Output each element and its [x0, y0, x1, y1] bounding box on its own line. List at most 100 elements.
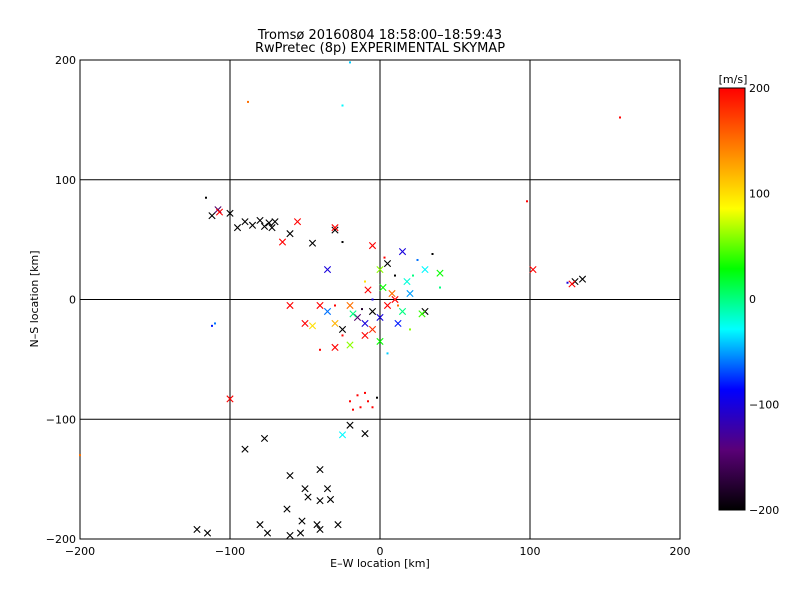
x-tick-label: −100 — [215, 545, 245, 558]
data-point-cross — [283, 505, 291, 513]
colorbar-label: [m/s] — [719, 73, 748, 86]
data-point-cross — [308, 239, 317, 247]
data-point-cross — [376, 265, 384, 274]
y-tick-labels: −200 −100 0 100 200 — [46, 54, 76, 546]
data-point-dot — [376, 396, 378, 399]
data-point-cross — [260, 434, 269, 442]
data-point-cross — [286, 531, 294, 539]
data-point-cross — [301, 319, 309, 328]
data-points — [79, 61, 621, 539]
data-point-dot — [364, 280, 366, 283]
data-point-cross — [398, 248, 407, 256]
data-point-cross — [368, 242, 377, 250]
data-point-cross — [421, 265, 429, 274]
data-point-dot — [79, 454, 81, 457]
data-point-cross — [568, 280, 576, 288]
y-tick-label: 200 — [55, 54, 76, 67]
data-point-dot — [383, 256, 386, 259]
colorbar-tick-label: 0 — [749, 293, 756, 306]
data-point-cross — [296, 529, 305, 537]
data-point-cross — [346, 341, 354, 349]
data-point-dot — [349, 61, 351, 64]
data-point-cross — [331, 319, 339, 328]
data-point-dot — [371, 298, 374, 301]
data-point-cross — [346, 421, 354, 429]
data-point-dot — [341, 104, 344, 107]
data-point-cross — [353, 313, 362, 322]
data-point-cross — [286, 301, 294, 310]
data-point-dot — [409, 328, 411, 331]
data-point-cross — [368, 325, 377, 334]
data-point-cross — [331, 226, 339, 234]
data-point-cross — [331, 224, 339, 232]
data-point-cross — [241, 218, 249, 226]
data-point-cross — [208, 212, 216, 220]
colorbar-tick-label: 200 — [749, 82, 770, 95]
data-point-cross — [391, 295, 399, 304]
data-point-cross — [256, 216, 264, 225]
data-point-cross — [383, 259, 392, 268]
data-point-cross — [215, 208, 224, 216]
colorbar-tick-labels: 200 100 0 −100 −200 — [749, 82, 779, 517]
data-point-cross — [248, 221, 257, 229]
data-point-cross — [271, 218, 279, 226]
data-point-cross — [268, 224, 276, 232]
data-point-cross — [326, 495, 335, 504]
data-point-cross — [308, 322, 317, 330]
data-point-cross — [578, 275, 587, 283]
x-axis-label: E–W location [km] — [330, 557, 430, 570]
data-point-cross — [334, 521, 342, 529]
data-point-cross — [233, 224, 242, 232]
data-point-cross — [388, 289, 396, 298]
data-point-dot — [394, 274, 396, 277]
data-point-cross — [313, 521, 321, 529]
data-point-cross — [316, 525, 324, 534]
x-tick-label: 200 — [670, 545, 691, 558]
data-point-dot — [364, 391, 366, 394]
data-point-cross — [193, 525, 201, 534]
data-point-cross — [278, 238, 287, 246]
y-tick-label: 0 — [69, 294, 76, 307]
data-point-cross — [418, 310, 426, 318]
data-point-cross — [304, 493, 312, 501]
data-point-cross — [376, 337, 384, 346]
data-point-cross — [349, 310, 357, 318]
data-point-dot — [359, 406, 362, 409]
data-point-cross — [379, 283, 387, 292]
data-point-dot — [214, 322, 216, 325]
y-tick-label: −100 — [46, 413, 76, 426]
data-point-cross — [361, 430, 369, 438]
data-point-dot — [247, 100, 249, 103]
data-point-dot — [211, 324, 213, 327]
data-point-dot — [341, 241, 344, 244]
data-point-cross — [203, 529, 212, 537]
data-point-cross — [398, 307, 407, 316]
data-point-dot — [439, 286, 441, 289]
data-point-cross — [323, 265, 332, 274]
data-point-dot — [205, 196, 207, 199]
x-tick-label: 0 — [377, 545, 384, 558]
data-point-cross — [383, 301, 392, 310]
data-point-dot — [356, 394, 359, 397]
data-point-dot — [334, 304, 336, 307]
data-point-cross — [406, 289, 414, 298]
data-point-cross — [316, 497, 324, 505]
data-point-cross — [260, 222, 269, 231]
y-tick-label: 100 — [55, 174, 76, 187]
data-point-dot — [341, 334, 344, 337]
chart-title: Tromsø 20160804 18:58:00–18:59:43 — [257, 28, 502, 43]
data-point-cross — [265, 219, 273, 227]
x-tick-label: 100 — [520, 545, 541, 558]
data-point-cross — [316, 465, 324, 474]
data-point-cross — [301, 485, 309, 493]
data-point-cross — [226, 209, 234, 217]
data-point-cross — [256, 521, 264, 529]
colorbar: [m/s] 200 100 0 −100 −200 — [718, 73, 779, 517]
data-point-cross — [364, 286, 372, 294]
data-point-cross — [338, 325, 347, 334]
x-tick-labels: −200 −100 0 100 200 — [65, 545, 691, 558]
data-point-dot — [361, 308, 363, 311]
data-point-dot — [352, 408, 354, 411]
data-point-dot — [526, 200, 528, 203]
data-point-cross — [346, 301, 354, 310]
